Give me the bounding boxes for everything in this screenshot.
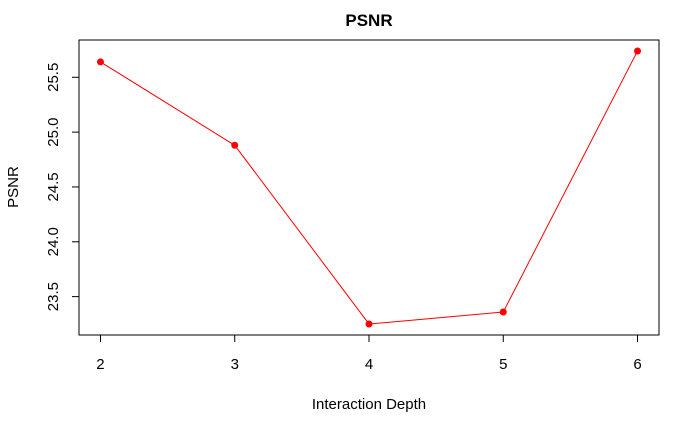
y-axis-label: PSNR	[5, 166, 22, 208]
x-tick-label: 2	[96, 356, 104, 373]
x-tick-label: 6	[633, 356, 641, 373]
x-axis: 2 3 4 5 6	[96, 334, 642, 373]
series-line-segment	[368, 311, 504, 325]
data-point	[634, 47, 642, 55]
y-tick-label: 25.0	[45, 118, 62, 147]
plot-area-border	[78, 39, 660, 336]
y-tick-label: 24.0	[45, 227, 62, 256]
y-axis: 23.5 24.0 24.5 25.0 25.5	[45, 63, 80, 311]
x-tick-label: 3	[231, 356, 239, 373]
chart-title: PSNR	[345, 11, 392, 30]
series-line-segment	[234, 144, 370, 325]
x-tick-label: 4	[365, 356, 373, 373]
series-line-segment	[502, 50, 638, 313]
y-tick-label: 23.5	[45, 282, 62, 311]
y-tick-label: 25.5	[45, 63, 62, 92]
series-layer	[96, 47, 642, 328]
x-axis-label: Interaction Depth	[312, 396, 426, 413]
data-point	[365, 320, 373, 328]
data-point	[499, 308, 507, 316]
data-point	[96, 58, 104, 66]
x-tick-label: 5	[499, 356, 507, 373]
series-line-segment	[100, 61, 236, 146]
y-tick-label: 24.5	[45, 172, 62, 201]
data-point	[231, 141, 239, 149]
